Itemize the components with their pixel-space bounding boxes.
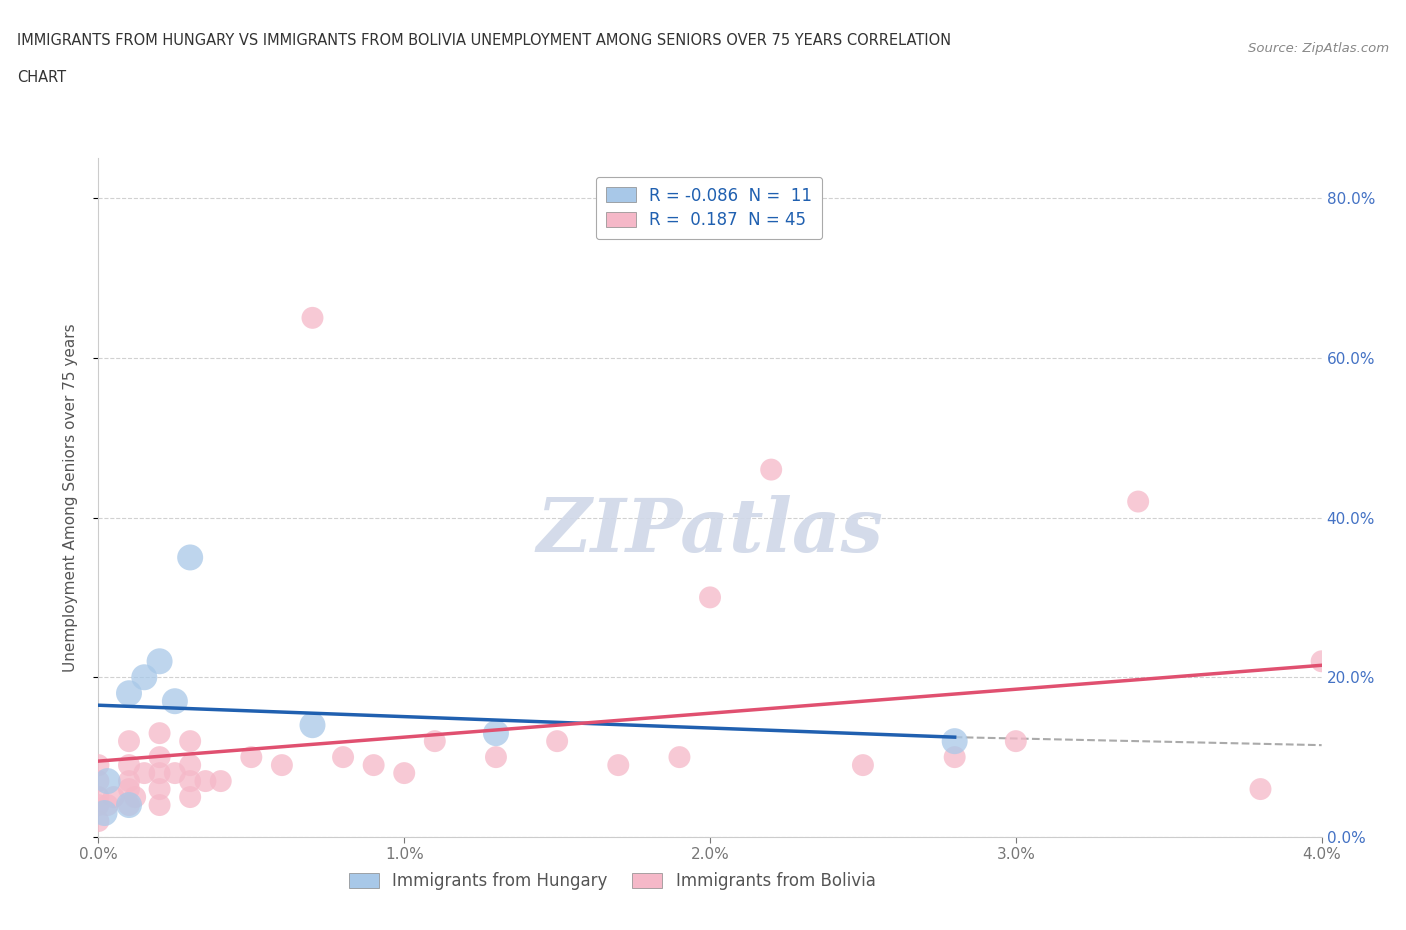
Point: [118, 781, 141, 796]
Point: [363, 758, 385, 773]
Point: [1310, 654, 1333, 669]
Point: [1004, 734, 1026, 749]
Point: [149, 781, 172, 796]
Point: [546, 734, 568, 749]
Point: [118, 734, 141, 749]
Point: [179, 734, 201, 749]
Point: [485, 725, 508, 740]
Point: [240, 750, 263, 764]
Point: [332, 750, 354, 764]
Point: [118, 758, 141, 773]
Point: [149, 654, 172, 669]
Text: IMMIGRANTS FROM HUNGARY VS IMMIGRANTS FROM BOLIVIA UNEMPLOYMENT AMONG SENIORS OV: IMMIGRANTS FROM HUNGARY VS IMMIGRANTS FR…: [17, 33, 950, 47]
Legend: Immigrants from Hungary, Immigrants from Bolivia: Immigrants from Hungary, Immigrants from…: [342, 865, 883, 897]
Point: [87, 798, 110, 813]
Point: [87, 790, 110, 804]
Point: [118, 798, 141, 813]
Point: [103, 790, 125, 804]
Point: [179, 774, 201, 789]
Point: [124, 790, 146, 804]
Point: [301, 718, 323, 733]
Point: [423, 734, 446, 749]
Point: [97, 774, 120, 789]
Point: [179, 550, 201, 565]
Y-axis label: Unemployment Among Seniors over 75 years: Unemployment Among Seniors over 75 years: [63, 324, 77, 671]
Point: [1249, 781, 1271, 796]
Point: [134, 670, 156, 684]
Point: [699, 590, 721, 604]
Text: CHART: CHART: [17, 70, 66, 85]
Point: [270, 758, 294, 773]
Point: [149, 725, 172, 740]
Point: [93, 805, 115, 820]
Text: Source: ZipAtlas.com: Source: ZipAtlas.com: [1249, 42, 1389, 55]
Point: [134, 765, 156, 780]
Point: [179, 790, 201, 804]
Point: [209, 774, 232, 789]
Point: [87, 774, 110, 789]
Point: [607, 758, 630, 773]
Point: [87, 758, 110, 773]
Text: ZIPatlas: ZIPatlas: [537, 496, 883, 567]
Point: [149, 765, 172, 780]
Point: [149, 798, 172, 813]
Point: [301, 311, 323, 325]
Point: [87, 814, 110, 829]
Point: [118, 685, 141, 700]
Point: [118, 798, 141, 813]
Point: [163, 765, 186, 780]
Point: [668, 750, 690, 764]
Point: [759, 462, 782, 477]
Point: [943, 734, 966, 749]
Point: [118, 774, 141, 789]
Point: [149, 750, 172, 764]
Point: [392, 765, 416, 780]
Point: [97, 798, 120, 813]
Point: [1128, 494, 1150, 509]
Point: [852, 758, 875, 773]
Point: [943, 750, 966, 764]
Point: [163, 694, 186, 709]
Point: [194, 774, 217, 789]
Point: [485, 750, 508, 764]
Point: [179, 758, 201, 773]
